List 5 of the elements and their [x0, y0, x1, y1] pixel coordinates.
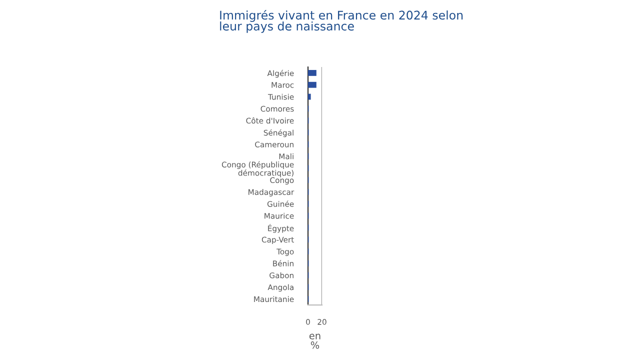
- bar: [308, 82, 316, 88]
- bar: [308, 70, 316, 76]
- x-axis-title: en %: [309, 334, 320, 349]
- bar: [308, 94, 311, 100]
- chart-title: Immigrés vivant en France en 2024 selon leur pays de naissance: [220, 10, 463, 33]
